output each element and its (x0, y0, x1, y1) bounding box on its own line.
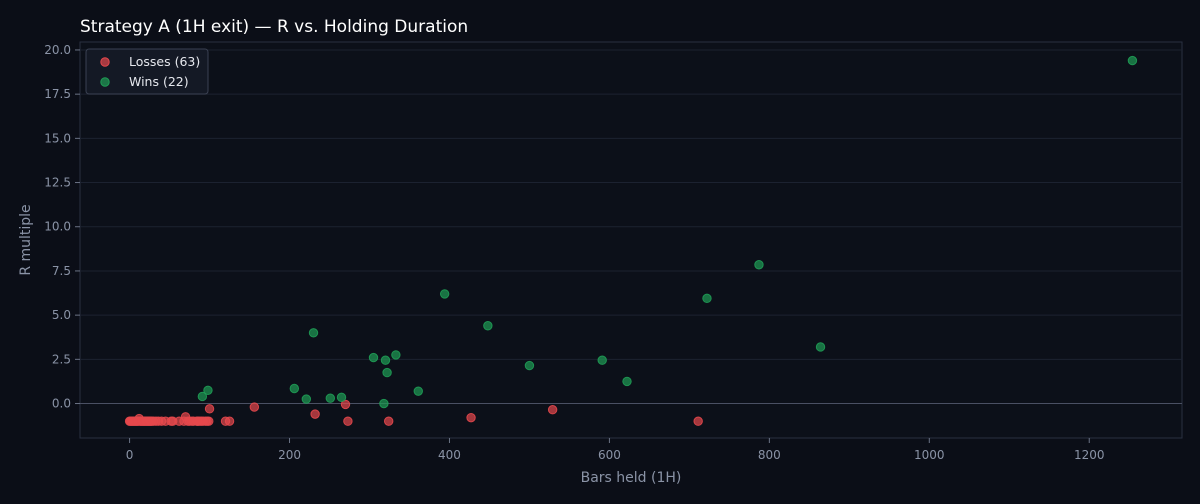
y-axis-ticks: 0.0 2.5 5.0 7.5 10.0 12.5 15.0 17.5 20.0 (44, 43, 80, 411)
win-point (439, 289, 450, 299)
plot-area (79, 41, 1183, 439)
loss-point (204, 416, 214, 426)
y-tick-label: 2.5 (52, 352, 71, 366)
loss-point (160, 416, 171, 426)
loss-point (204, 404, 215, 414)
y-tick-label: 17.5 (44, 87, 71, 101)
loss-point (343, 416, 353, 426)
y-tick-label: 12.5 (44, 176, 71, 190)
legend-label-wins: Wins (22) (129, 74, 189, 89)
legend-box (85, 48, 209, 95)
win-point (597, 355, 607, 365)
legend: Losses (63) Wins (22) (85, 48, 209, 95)
loss-point (310, 409, 320, 419)
win-point (754, 260, 764, 270)
y-tick-label: 10.0 (44, 220, 71, 234)
legend-marker-losses (100, 57, 110, 67)
win-point (382, 367, 392, 378)
win-point (483, 321, 493, 331)
win-point (413, 386, 423, 396)
gridlines (80, 49, 1182, 405)
win-point (301, 394, 312, 404)
win-point (325, 393, 336, 403)
win-point (289, 383, 300, 394)
win-point (702, 293, 712, 304)
win-point (1127, 55, 1138, 66)
chart-title: Strategy A (1H exit) — R vs. Holding Dur… (80, 17, 468, 37)
loss-point (224, 416, 235, 426)
win-point (197, 391, 208, 402)
x-tick-label: 200 (278, 448, 301, 462)
win-point (308, 328, 319, 338)
win-point (622, 376, 632, 387)
loss-point (466, 412, 476, 423)
win-point (336, 392, 347, 403)
win-point (379, 398, 389, 409)
win-point (380, 355, 391, 365)
legend-label-losses: Losses (63) (129, 54, 200, 69)
y-axis-label: R multiple (18, 204, 34, 275)
y-tick-label: 15.0 (44, 131, 71, 145)
win-point (368, 352, 379, 363)
x-axis-label: Bars held (1H) (581, 470, 682, 486)
y-tick-label: 20.0 (44, 43, 71, 57)
legend-marker-wins (100, 77, 110, 87)
loss-point (383, 416, 394, 426)
x-tick-label: 0 (126, 448, 134, 462)
win-point (203, 385, 213, 395)
loss-point (192, 416, 203, 426)
x-axis-ticks: 0 200 400 600 800 1000 1200 (126, 438, 1105, 462)
x-tick-label: 1200 (1074, 448, 1105, 462)
x-tick-label: 800 (758, 448, 781, 462)
x-tick-label: 600 (598, 448, 621, 462)
loss-point (547, 405, 558, 415)
x-tick-label: 1000 (914, 448, 945, 462)
loss-point (693, 416, 703, 426)
y-tick-label: 0.0 (52, 397, 71, 411)
x-tick-label: 400 (438, 448, 461, 462)
y-tick-label: 5.0 (52, 308, 71, 322)
loss-point (340, 399, 351, 410)
data-points (124, 55, 1138, 426)
win-point (391, 350, 401, 360)
loss-point (249, 402, 260, 412)
win-point (815, 342, 826, 352)
y-tick-label: 7.5 (52, 264, 71, 278)
win-point (524, 360, 535, 371)
